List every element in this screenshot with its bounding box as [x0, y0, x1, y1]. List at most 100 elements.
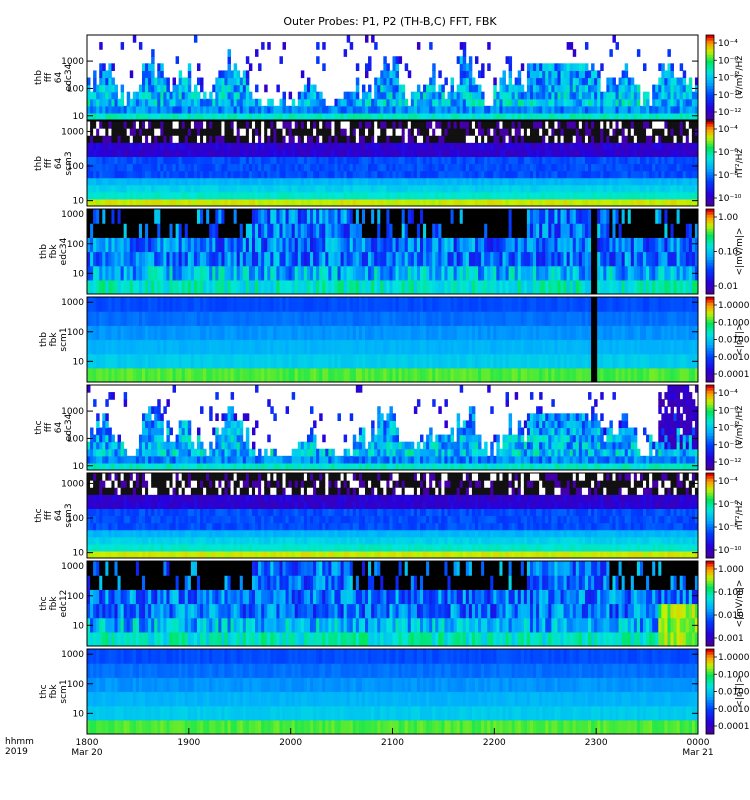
y-tick-label: 10 — [73, 197, 85, 207]
panel-3: 10 100 1000 thb fbk edc34 1.00 0.10 0.01 <|mV/m|> — [39, 208, 745, 295]
colorbar-tick-label: 0.01 — [718, 282, 738, 292]
y-tick-label: 100 — [67, 434, 84, 444]
colorbar-tick-label: 10⁻¹⁰ — [718, 546, 742, 556]
x-tick-label: 2100 — [381, 738, 404, 748]
colorbar-tick-label: 0.0010 — [718, 353, 750, 363]
panel-label-line: scm3 — [64, 503, 74, 527]
colorbar-tick-label: 10⁻⁶ — [718, 56, 738, 66]
colorbar-tick-label: 10⁻⁸ — [718, 523, 738, 533]
x-tick-sublabel: Mar 21 — [682, 748, 713, 758]
y-tick-label: 10 — [73, 269, 85, 279]
panel-7: 10 100 1000 thc fbk edc12 1.000 0.100 0.010 0.001… — [39, 560, 745, 647]
colorbar-tick-label: 0.1000 — [718, 318, 750, 328]
panel-label-line: scm1 — [59, 679, 69, 703]
y-tick-label: 1000 — [61, 407, 84, 417]
colorbar-tick-label: 0.001 — [718, 634, 744, 644]
panel-label-line: 64 — [54, 158, 64, 170]
colorbar-tick-label: 10⁻⁴ — [718, 39, 738, 49]
panel-1-colorbar: 10⁻⁴ 10⁻⁶ 10⁻⁸ 10⁻¹⁰ 10⁻¹² (V/m)²/Hz — [705, 34, 745, 121]
y-tick-label: 10 — [73, 549, 85, 559]
colorbar-tick-label: 10⁻⁴ — [718, 477, 738, 487]
y-tick-label: 10 — [73, 621, 85, 631]
x-axis-label-hhmm: hhmm — [5, 737, 34, 747]
panel-label-line: thc — [39, 596, 49, 610]
colorbar-tick-label: 10⁻⁴ — [718, 125, 738, 135]
chart-title: Outer Probes: P1, P2 (TH-B,C) FFT, FBK — [283, 15, 497, 28]
colorbar-tick-label: 10⁻⁶ — [718, 500, 738, 510]
panel-3-frame — [86, 208, 699, 295]
x-tick-label: 2000 — [279, 738, 302, 748]
panel-label-line: edc34 — [64, 63, 74, 91]
panel-6: 10 100 1000 thc fff 64 scm3 10⁻⁴ 10⁻⁶ 10⁻⁸ 10⁻¹⁰ nT… — [34, 472, 745, 559]
panel-5-spectrogram — [87, 385, 698, 470]
x-tick-label: 2200 — [483, 738, 506, 748]
y-tick-label: 1000 — [61, 57, 84, 67]
colorbar-tick-label: 10⁻⁶ — [718, 148, 738, 158]
panel-label-line: 64 — [54, 422, 64, 434]
panel-label-line: fbk — [49, 684, 59, 699]
y-tick-label: 10 — [73, 357, 85, 367]
panel-4-colorbar: 1.0000 0.1000 0.0100 0.0010 0.0001 <|nT|> — [705, 296, 750, 383]
colorbar-label: (V/m)²/Hz — [735, 56, 745, 99]
panel-8: 10 100 1000 thc fbk scm1 1.0000 0.1000 0.0100 0.0… — [39, 648, 750, 735]
y-tick-label: 100 — [67, 162, 84, 172]
x-tick-label: 1800 — [76, 738, 99, 748]
panel-label-line: fff — [44, 510, 54, 520]
panel-label-line: fff — [44, 72, 54, 82]
panel-label-line: edc34 — [59, 237, 69, 265]
y-tick-label: 1000 — [61, 298, 84, 308]
y-tick-label: 1000 — [61, 650, 84, 660]
y-tick-label: 10 — [73, 462, 85, 472]
panel-label-line: 64 — [54, 72, 64, 84]
panel-label-line: thb — [34, 156, 44, 171]
panel-2: 10 100 1000 thb fff 64 scm3 10⁻⁴ 10⁻⁶ 10⁻⁸ 10⁻¹⁰ nT… — [34, 120, 745, 207]
colorbar-tick-label: 10⁻⁸ — [718, 171, 738, 181]
panel-label-line: scm3 — [64, 151, 74, 175]
colorbar-tick-label: 10⁻⁶ — [718, 406, 738, 416]
panel-6-colorbar: 10⁻⁴ 10⁻⁶ 10⁻⁸ 10⁻¹⁰ nT²/Hz — [705, 472, 745, 559]
panel-6-spectrogram — [87, 473, 698, 558]
colorbar-tick-label: 0.0100 — [718, 336, 750, 346]
panel-label-line: thb — [39, 332, 49, 347]
panel-5-colorbar: 10⁻⁴ 10⁻⁶ 10⁻⁸ 10⁻¹⁰ 10⁻¹² (V/m)²/Hz — [705, 384, 745, 471]
panel-2-spectrogram — [87, 121, 698, 206]
colorbar-label: <|nT|> — [735, 675, 745, 707]
y-tick-label: 1000 — [61, 562, 84, 572]
panel-label-line: 64 — [54, 510, 64, 522]
colorbar-tick-label: 10⁻⁸ — [718, 424, 738, 434]
colorbar-tick-label: 10⁻⁸ — [718, 74, 738, 84]
panel-label-line: thc — [34, 420, 44, 434]
panel-1-frame — [86, 34, 699, 121]
panel-label-line: thb — [39, 244, 49, 259]
colorbar-tick-label: 0.0001 — [718, 722, 750, 732]
panel-label-line: fff — [44, 422, 54, 432]
x-tick-label: 0000 — [687, 738, 710, 748]
panel-3-colorbar: 1.00 0.10 0.01 <|mV/m|> — [705, 208, 745, 295]
panel-8-colorbar: 1.0000 0.1000 0.0100 0.0010 0.0001 <|nT|> — [705, 648, 750, 735]
x-tick-sublabel: Mar 20 — [71, 748, 103, 758]
x-tick-label: 1900 — [177, 738, 200, 748]
y-tick-label: 1000 — [61, 127, 84, 137]
panel-5-frame — [86, 384, 699, 471]
panel-7-spectrogram — [87, 561, 698, 646]
panel-2-frame — [86, 120, 699, 207]
colorbar-tick-label: 0.0010 — [718, 705, 750, 715]
colorbar-tick-label: 1.0000 — [718, 301, 750, 311]
colorbar-tick-label: 0.10 — [718, 248, 738, 258]
colorbar-tick-label: 0.010 — [718, 611, 744, 621]
x-axis-label-year: 2019 — [5, 747, 28, 757]
colorbar-tick-label: 10⁻¹⁰ — [718, 91, 742, 101]
panel-8-spectrogram — [87, 649, 698, 734]
panel-7-colorbar: 1.000 0.100 0.010 0.001 <|mV/m|> — [705, 560, 745, 647]
colorbar-label: <|mV/m|> — [735, 228, 745, 276]
y-tick-label: 1000 — [61, 479, 84, 489]
colorbar-label: nT²/Hz — [735, 501, 745, 531]
colorbar-tick-label: 1.0000 — [718, 653, 750, 663]
y-tick-label: 1000 — [61, 210, 84, 220]
colorbar-label: (V/m)²/Hz — [735, 406, 745, 449]
